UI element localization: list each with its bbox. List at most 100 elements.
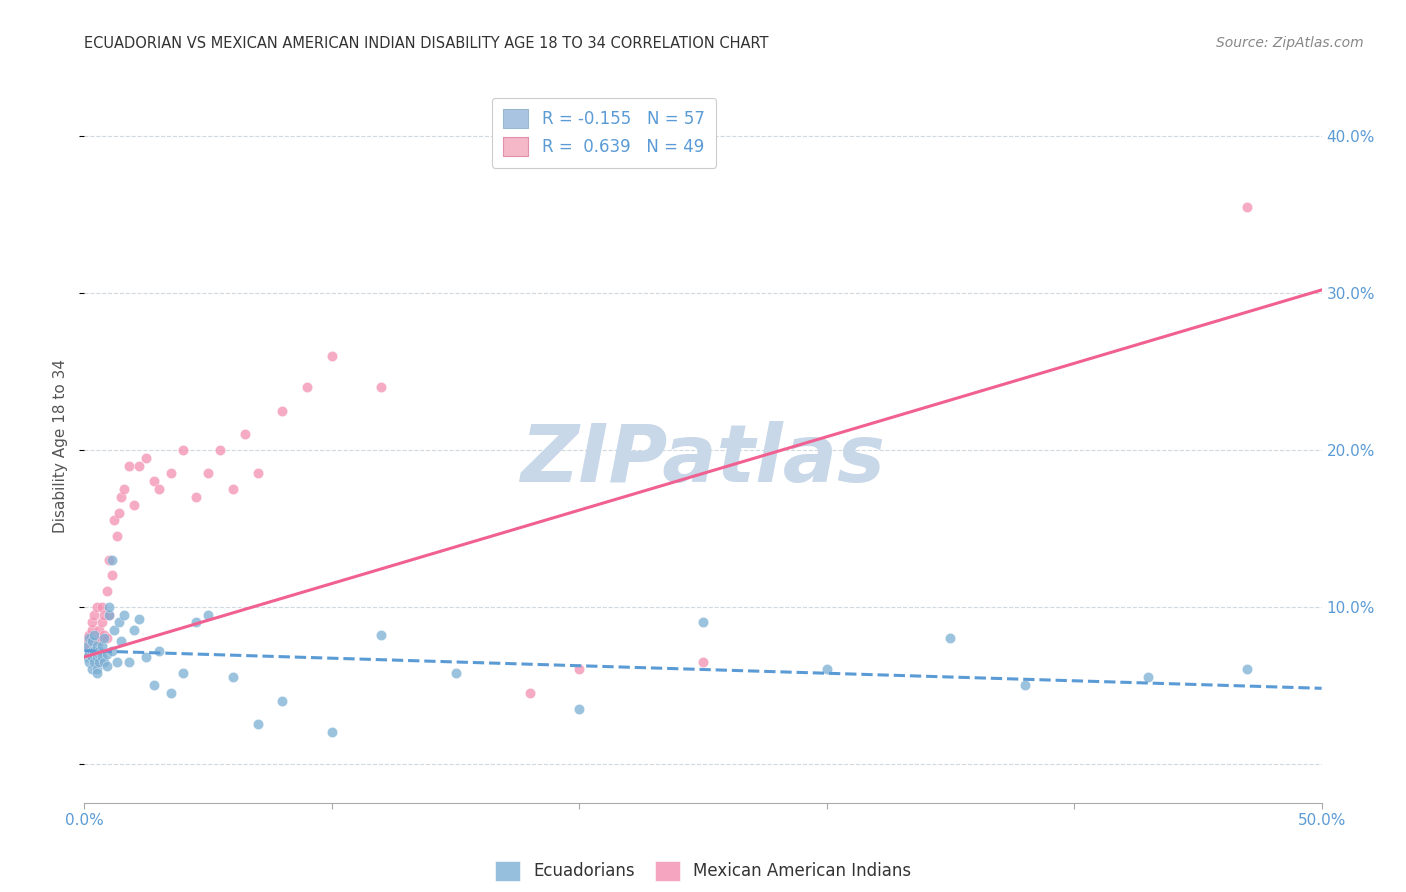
Point [142, 475, 165, 489]
Point [80, 663, 103, 677]
Point [692, 655, 714, 669]
Point [128, 612, 150, 626]
Point [110, 490, 132, 504]
Point [135, 450, 157, 465]
Point [444, 665, 467, 680]
Point [105, 655, 128, 669]
Point [103, 514, 125, 528]
Point [79, 631, 101, 645]
Point [197, 467, 219, 481]
Point [112, 482, 135, 496]
Point [172, 665, 194, 680]
Point [105, 529, 128, 543]
Point [222, 670, 245, 684]
Point [86, 631, 108, 645]
Point [112, 607, 135, 622]
Point [815, 663, 838, 677]
Point [108, 615, 131, 630]
Point [86, 649, 108, 664]
Point [93, 655, 115, 669]
Point [90, 599, 112, 614]
Point [1137, 670, 1160, 684]
Point [222, 482, 245, 496]
Point [370, 380, 392, 394]
Point [76, 631, 98, 645]
Point [98, 552, 121, 566]
Point [692, 615, 714, 630]
Point [89, 634, 111, 648]
Point [76, 639, 98, 653]
Point [110, 634, 132, 648]
Point [80, 634, 103, 648]
Point [89, 624, 111, 638]
Point [86, 639, 108, 653]
Point [184, 490, 207, 504]
Point [142, 678, 165, 692]
Y-axis label: Disability Age 18 to 34: Disability Age 18 to 34 [53, 359, 69, 533]
Text: ZIPatlas: ZIPatlas [520, 421, 886, 500]
Point [103, 624, 125, 638]
Point [100, 568, 122, 582]
Point [96, 584, 118, 599]
Point [86, 655, 108, 669]
Point [160, 467, 183, 481]
Point [108, 506, 131, 520]
Point [100, 552, 122, 566]
Point [90, 615, 112, 630]
Point [80, 624, 103, 638]
Point [98, 599, 121, 614]
Point [96, 647, 118, 661]
Point [80, 643, 103, 657]
Point [1236, 663, 1258, 677]
Point [1014, 678, 1036, 692]
Point [100, 643, 122, 657]
Point [148, 643, 170, 657]
Point [98, 607, 121, 622]
Point [122, 624, 145, 638]
Text: Source: ZipAtlas.com: Source: ZipAtlas.com [1216, 36, 1364, 50]
Point [184, 615, 207, 630]
Point [76, 649, 98, 664]
Point [83, 643, 105, 657]
Point [148, 482, 170, 496]
Point [135, 649, 157, 664]
Point [96, 631, 118, 645]
Point [83, 643, 105, 657]
Point [118, 655, 141, 669]
Point [89, 643, 111, 657]
Point [80, 649, 103, 664]
Point [295, 380, 318, 394]
Point [160, 686, 183, 700]
Point [80, 615, 103, 630]
Point [197, 607, 219, 622]
Point [79, 655, 101, 669]
Point [86, 663, 108, 677]
Point [246, 467, 269, 481]
Point [246, 717, 269, 731]
Point [939, 631, 962, 645]
Point [118, 458, 141, 473]
Point [93, 628, 115, 642]
Point [83, 655, 105, 669]
Point [96, 659, 118, 673]
Point [89, 647, 111, 661]
Point [80, 634, 103, 648]
Point [89, 655, 111, 669]
Point [79, 647, 101, 661]
Point [79, 639, 101, 653]
Point [321, 349, 343, 363]
Point [83, 607, 105, 622]
Point [128, 458, 150, 473]
Point [568, 702, 591, 716]
Point [83, 628, 105, 642]
Point [233, 427, 256, 442]
Point [90, 639, 112, 653]
Point [271, 694, 294, 708]
Point [271, 403, 294, 417]
Point [90, 649, 112, 664]
Point [519, 686, 541, 700]
Point [321, 725, 343, 739]
Text: ECUADORIAN VS MEXICAN AMERICAN INDIAN DISABILITY AGE 18 TO 34 CORRELATION CHART: ECUADORIAN VS MEXICAN AMERICAN INDIAN DI… [84, 36, 769, 51]
Point [93, 607, 115, 622]
Point [93, 631, 115, 645]
